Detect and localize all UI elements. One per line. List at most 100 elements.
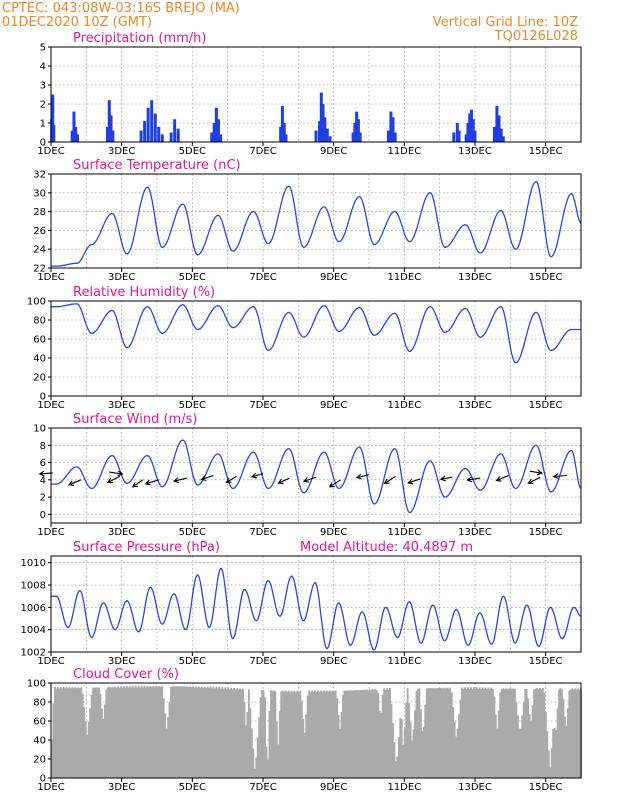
cloud-bar — [177, 686, 180, 778]
precip-bar — [111, 130, 115, 142]
precip-bar — [457, 130, 461, 142]
wind-vector — [466, 476, 481, 483]
cloud-bar — [275, 721, 278, 778]
temperature-ytick-label: 26 — [33, 226, 46, 237]
wind-vector — [529, 469, 543, 476]
wind-ytick-label: 0 — [40, 510, 46, 521]
cloud-bar — [290, 690, 293, 778]
cloud-bar — [289, 691, 291, 778]
precip-bar — [464, 134, 468, 142]
temperature-xtick-label: 13DEC — [458, 272, 492, 283]
cloud-bar — [538, 688, 541, 778]
cloud-bar — [403, 728, 406, 778]
cloud-bar — [234, 689, 237, 778]
cloud-bar — [170, 686, 172, 778]
wind-xtick-label: 11DEC — [387, 527, 421, 538]
cloud-bar — [390, 703, 393, 778]
cloud-bar — [71, 687, 74, 778]
cloud-bar — [439, 688, 441, 778]
precip-bar — [173, 119, 177, 142]
precipitation-xtick-label: 13DEC — [458, 146, 492, 157]
cloud-bar — [349, 690, 352, 778]
cloud-bar — [456, 728, 459, 778]
cloud-cover-xtick-label: 7DEC — [249, 782, 276, 793]
cloud-bar — [168, 702, 171, 778]
cloud-bar — [484, 687, 487, 778]
precip-bar — [282, 123, 286, 142]
cloud-bar — [121, 687, 124, 778]
precip-bar — [169, 132, 173, 142]
precip-bar — [51, 94, 55, 142]
cloud-bar — [336, 697, 339, 778]
cloud-cover-ytick-label: 0 — [40, 774, 46, 785]
cloud-bar — [547, 750, 550, 778]
cloud-bar — [171, 686, 174, 778]
precip-bar — [76, 134, 79, 142]
cloud-bar — [449, 687, 452, 778]
pressure-panel: 1002 1004 1006 1008 1010 1DEC 3DEC 5DEC 7DEC 9DEC… — [21, 540, 582, 667]
cloud-bar — [549, 767, 552, 778]
wind-vector — [407, 478, 421, 485]
wind-xtick-label: 7DEC — [249, 527, 276, 538]
precip-bar — [319, 92, 323, 142]
temperature-title: Surface Temperature (nC) — [73, 158, 241, 173]
pressure-xtick-label: 5DEC — [179, 656, 206, 667]
cloud-bar — [444, 688, 447, 778]
precip-bar — [160, 134, 164, 142]
precip-bar — [351, 132, 355, 142]
cloud-bar — [375, 690, 378, 778]
cloud-bar — [541, 687, 544, 778]
precip-bar — [314, 130, 318, 142]
cloud-bar — [193, 687, 196, 778]
cloud-bar — [145, 687, 147, 778]
cloud-bar — [387, 689, 390, 778]
wind-ytick-label: 10 — [33, 424, 46, 435]
cloud-bar — [502, 688, 505, 778]
cloud-bar — [294, 692, 297, 778]
cloud-bar — [400, 719, 403, 778]
precipitation-ytick-label: 2 — [40, 100, 46, 111]
humidity-ytick-label: 80 — [33, 316, 46, 327]
temperature-frame — [50, 173, 582, 269]
cloud-bar — [569, 689, 572, 778]
cloud-bar — [142, 687, 145, 778]
cloud-bar — [297, 692, 300, 778]
humidity-ytick-label: 20 — [33, 373, 46, 384]
cloud-bar — [524, 688, 527, 778]
humidity-ytick-label: 100 — [27, 297, 46, 308]
cloud-bar — [503, 688, 506, 778]
cloud-bar — [537, 689, 540, 778]
cloud-bar — [418, 688, 421, 778]
cloud-bar — [227, 687, 230, 778]
cloud-bar — [553, 728, 556, 778]
cloud-bar — [115, 687, 118, 778]
cloud-bar — [392, 722, 394, 778]
cloud-bar — [281, 690, 284, 778]
precip-bar — [150, 100, 154, 142]
temperature-xtick-label: 7DEC — [249, 272, 276, 283]
cloud-bar — [469, 687, 472, 778]
pressure-xtick-label: 3DEC — [108, 656, 135, 667]
cloud-bar — [324, 691, 327, 778]
wind-vector — [250, 472, 264, 479]
cloud-bar — [516, 715, 519, 778]
cloud-bar — [309, 692, 312, 778]
wind-vector — [106, 475, 121, 484]
cloud-bar — [527, 698, 530, 778]
cloud-bar — [543, 692, 546, 778]
cloud-bar — [95, 687, 97, 778]
cloud-bar — [270, 690, 272, 778]
cloud-bar — [53, 686, 56, 778]
cloud-bar — [419, 709, 422, 778]
precip-bar — [356, 119, 360, 142]
wind-panel: 0 2 4 6 8 10 1DEC 3DEC 5DEC 7DEC 9DEC 11DEC 13DEC 15D… — [33, 412, 582, 538]
location-header: CPTEC: 043:08W-03:16S BREJO (MA) — [2, 1, 240, 16]
cloud-bar — [271, 690, 274, 778]
cloud-bar — [396, 756, 399, 778]
cloud-bar — [378, 710, 381, 778]
humidity-xtick-label: 1DEC — [37, 400, 64, 411]
wind-vector — [552, 473, 567, 480]
cloud-bar — [228, 689, 231, 778]
cloud-bar — [477, 688, 480, 778]
precipitation-xtick-label: 7DEC — [249, 146, 276, 157]
